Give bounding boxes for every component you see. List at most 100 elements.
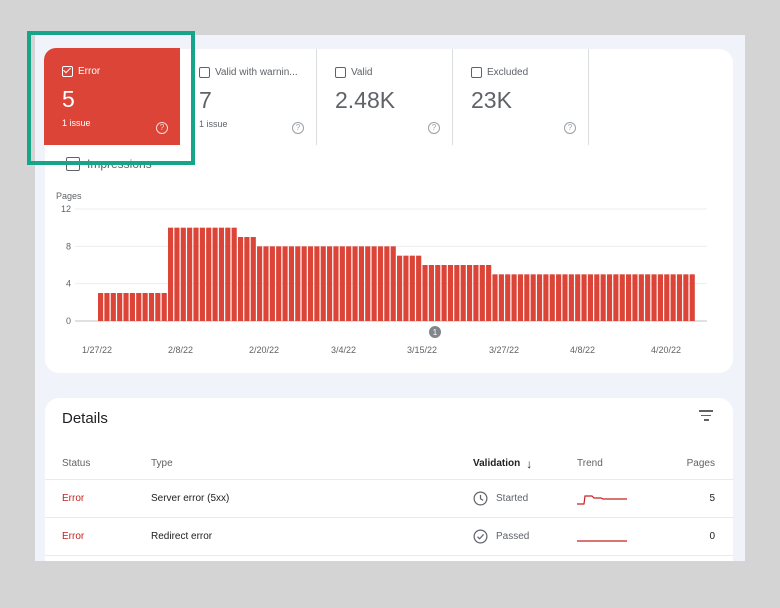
col-status[interactable]: Status — [62, 458, 91, 469]
bar — [626, 274, 632, 321]
bar — [231, 227, 237, 321]
bar — [129, 293, 135, 321]
row-validation-text: Passed — [496, 531, 530, 542]
trend-sparkline — [577, 494, 627, 505]
y-tick-label: 0 — [66, 316, 71, 326]
y-axis-label: Pages — [56, 191, 82, 201]
bar — [409, 255, 415, 321]
col-trend[interactable]: Trend — [577, 458, 603, 469]
col-pages[interactable]: Pages — [686, 458, 715, 469]
col-validation-label: Validation — [473, 458, 521, 469]
bar — [333, 246, 339, 321]
bar — [390, 246, 396, 321]
tile-valid[interactable]: Valid 2.48K ? — [317, 49, 453, 145]
row-validation: Passed — [473, 518, 529, 555]
bar — [594, 274, 600, 321]
checkbox-warning[interactable] — [199, 67, 210, 78]
help-icon[interactable]: ? — [428, 122, 440, 134]
x-tick-label: 4/20/22 — [651, 345, 681, 355]
bar — [187, 227, 193, 321]
filter-icon[interactable] — [699, 410, 713, 422]
bar — [371, 246, 377, 321]
bar — [142, 293, 148, 321]
bar — [676, 274, 683, 321]
bar — [403, 255, 409, 321]
bar — [587, 274, 594, 321]
bar — [346, 246, 352, 321]
tile-excluded[interactable]: Excluded 23K ? — [453, 49, 589, 145]
y-tick-label: 12 — [61, 204, 71, 214]
bar — [212, 227, 218, 321]
bar — [664, 274, 670, 321]
row-status: Error — [62, 493, 85, 504]
trend-sparkline — [577, 539, 627, 542]
bar — [479, 265, 485, 321]
bar — [581, 274, 587, 321]
bar — [397, 255, 403, 321]
bar — [619, 274, 625, 321]
bar — [282, 246, 288, 321]
bar — [486, 265, 492, 321]
bar — [466, 265, 473, 321]
clock-icon — [473, 491, 488, 506]
bar — [110, 293, 116, 321]
tile-valid-label: Valid — [351, 67, 373, 78]
help-icon[interactable]: ? — [292, 122, 304, 134]
bar — [117, 293, 123, 321]
tile-error[interactable]: Error 5 1 issue ? — [44, 48, 180, 145]
bar — [524, 274, 530, 321]
bar — [606, 274, 613, 321]
bar — [288, 246, 295, 321]
bar — [460, 265, 466, 321]
row-type: Redirect error — [151, 531, 213, 542]
bar — [435, 265, 441, 321]
bar — [428, 265, 434, 321]
bar — [536, 274, 543, 321]
bar — [556, 274, 562, 321]
bar — [123, 293, 129, 321]
bar — [670, 274, 676, 321]
row-type: Server error (5xx) — [151, 493, 230, 504]
bar — [225, 227, 231, 321]
bar — [161, 293, 167, 321]
bar — [295, 246, 301, 321]
help-icon[interactable]: ? — [564, 122, 576, 134]
row-trend — [577, 480, 627, 517]
bar — [269, 246, 275, 321]
annotation-marker — [429, 326, 441, 338]
bar — [543, 274, 549, 321]
bar — [365, 246, 371, 321]
bar — [307, 246, 314, 321]
help-icon[interactable]: ? — [156, 122, 168, 134]
bar — [155, 293, 161, 321]
checkbox-error[interactable] — [62, 66, 73, 77]
bar — [549, 274, 555, 321]
row-pages: 0 — [709, 531, 715, 542]
checkbox-excluded[interactable] — [471, 67, 482, 78]
bar — [327, 246, 333, 321]
checkbox-valid[interactable] — [335, 67, 346, 78]
table-row[interactable]: Error Server error (5xx) Started 5 — [45, 480, 733, 518]
bar — [689, 274, 695, 321]
annotation-label: 1 — [433, 328, 438, 337]
bar — [562, 274, 568, 321]
bar — [148, 293, 155, 321]
bar — [104, 293, 110, 321]
bar — [250, 237, 256, 321]
bar — [530, 274, 536, 321]
tile-valid-with-warnings[interactable]: Valid with warnin... 7 1 issue ? — [181, 49, 317, 145]
tile-warning-value: 7 — [199, 87, 212, 113]
col-validation[interactable]: Validation ↓ — [473, 448, 532, 479]
x-tick-label: 4/8/22 — [570, 345, 595, 355]
row-trend — [577, 518, 627, 555]
bar — [441, 265, 447, 321]
bar — [218, 227, 225, 321]
bar — [244, 237, 250, 321]
table-row[interactable]: Error Redirect error Passed 0 — [45, 518, 733, 556]
x-tick-label: 1/27/22 — [82, 345, 112, 355]
row-status: Error — [62, 531, 85, 542]
bar — [651, 274, 657, 321]
col-type[interactable]: Type — [151, 458, 173, 469]
bar — [377, 246, 384, 321]
bar — [505, 274, 511, 321]
